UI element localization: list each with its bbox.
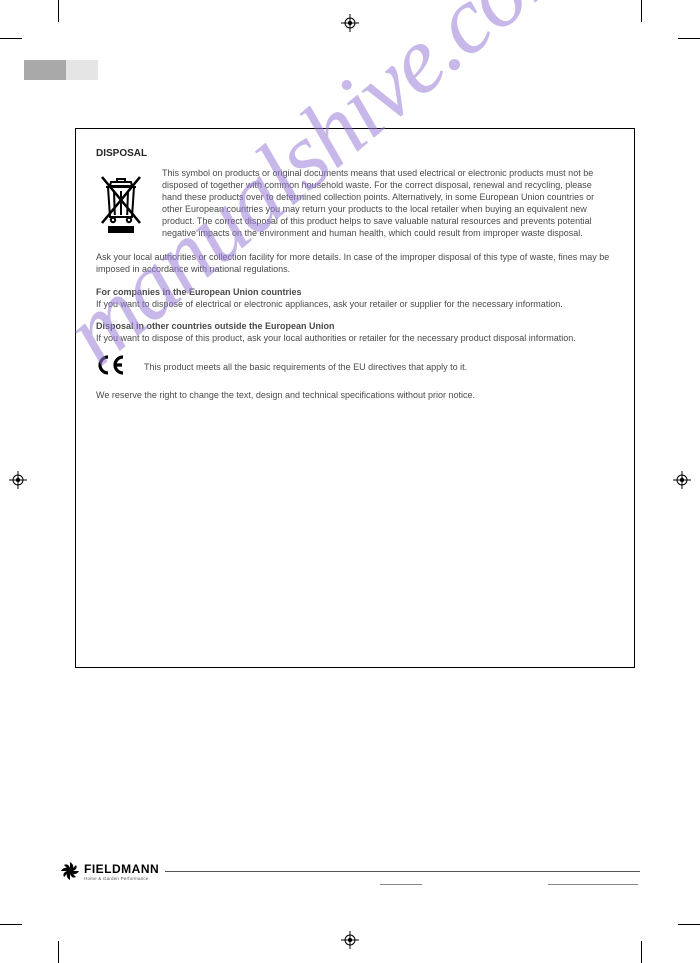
brand-block: FIELDMANN Home & Garden Performance: [84, 862, 159, 881]
disposal-title: DISPOSAL: [96, 147, 614, 161]
brand-logo: FIELDMANN Home & Garden Performance: [60, 861, 159, 881]
crop-mark: [58, 0, 59, 22]
footer-page-slot: [380, 873, 422, 885]
disposal-para-2: Ask your local authorities or collection…: [96, 251, 614, 275]
weee-row: This symbol on products or original docu…: [96, 167, 614, 240]
crop-mark: [58, 941, 59, 963]
crop-mark: [641, 941, 642, 963]
registration-mark-icon: [9, 471, 27, 489]
para4-body: If you want to dispose of this product, …: [96, 333, 576, 343]
crop-mark: [678, 38, 700, 39]
disposal-box: DISPOSAL: [75, 128, 635, 668]
para3-title: For companies in the European Union coun…: [96, 287, 302, 297]
disposal-para-4: Disposal in other countries outside the …: [96, 320, 614, 344]
ce-row: This product meets all the basic require…: [96, 354, 614, 379]
disposal-para-3: For companies in the European Union coun…: [96, 286, 614, 310]
ce-mark-icon: [96, 354, 126, 379]
page-tab-dark: [24, 60, 66, 80]
footer-divider: [165, 871, 640, 872]
brand-tagline: Home & Garden Performance: [84, 876, 159, 881]
footer-right-slot: [548, 873, 638, 885]
registration-mark-icon: [341, 14, 359, 32]
crop-mark: [641, 0, 642, 22]
crop-mark: [0, 38, 22, 39]
para4-title: Disposal in other countries outside the …: [96, 321, 335, 331]
page-tab-light: [66, 60, 98, 80]
ce-text: This product meets all the basic require…: [144, 361, 467, 373]
crop-mark: [0, 924, 22, 925]
registration-mark-icon: [673, 471, 691, 489]
weee-bin-icon: [96, 169, 146, 238]
registration-mark-icon: [341, 931, 359, 949]
closing-text: We reserve the right to change the text,…: [96, 389, 614, 401]
brand-name: FIELDMANN: [84, 862, 159, 876]
para3-body: If you want to dispose of electrical or …: [96, 299, 563, 309]
pinwheel-icon: [60, 861, 80, 881]
weee-text: This symbol on products or original docu…: [162, 167, 614, 240]
crop-mark: [678, 924, 700, 925]
